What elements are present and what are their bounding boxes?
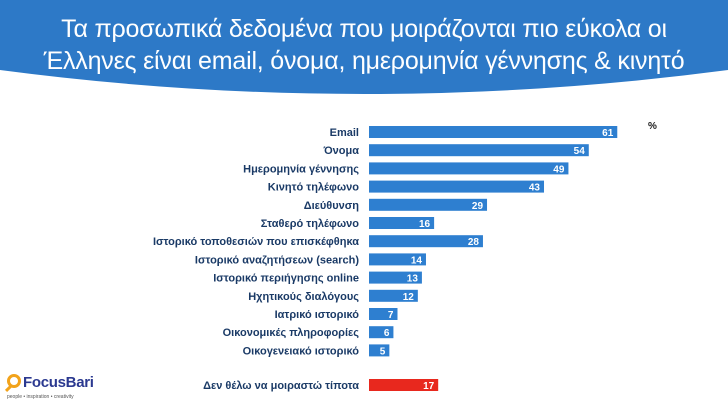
bar-value-label-3: 43 [529, 183, 541, 194]
bar-value-label-11: 6 [384, 328, 390, 339]
chart-title: Τα προσωπικά δεδομένα που μοιράζονται πι… [0, 13, 728, 77]
bar-chart: % Email 61 Όνομα 54 Ημερομηνία γέννησης 49 Κινη… [0, 96, 728, 412]
bar-category-label-0: Email [330, 127, 359, 139]
logo-name: FocusBari [23, 374, 94, 391]
bar-category-label-4: Διεύθυνση [304, 200, 360, 212]
bar-value-label-4: 29 [472, 201, 484, 212]
bar-bar-12 [369, 344, 390, 357]
bar-value-label-1: 54 [574, 146, 586, 157]
bar-bar-2 [369, 162, 569, 175]
bar-value-label-6: 28 [468, 237, 480, 248]
bar-value-label-2: 49 [553, 164, 565, 175]
bar-category-label-7: Ιστορικό αναζητήσεων (search) [195, 254, 359, 266]
bar-bar-4 [369, 198, 488, 211]
bar-bar-7 [369, 253, 426, 266]
extra-category-label-0: Δεν θέλω να μοιραστώ τίποτα [203, 380, 359, 392]
bar-value-label-9: 12 [403, 292, 415, 303]
bar-bar-6 [369, 235, 483, 248]
bar-value-label-0: 61 [602, 128, 614, 139]
bar-category-label-5: Σταθερό τηλέφωνο [261, 218, 360, 230]
bar-category-label-10: Ιατρικό ιστορικό [275, 309, 360, 321]
bar-bar-11 [369, 326, 394, 339]
unit-label: % [648, 121, 657, 132]
bar-value-label-7: 14 [411, 255, 423, 266]
banner-background [0, 0, 728, 96]
magnifier-icon [7, 374, 21, 388]
bar-bar-9 [369, 289, 418, 302]
bar-category-label-8: Ιστορικό περιήγησης online [213, 273, 359, 285]
bar-bar-8 [369, 271, 422, 284]
chart-title-line-2: Έλληνες είναι email, όνομα, ημερομηνία γ… [43, 47, 685, 75]
extra-value-label-0: 17 [423, 381, 435, 392]
bar-bar-5 [369, 217, 435, 229]
bar-chart-canvas: % Email 61 Όνομα 54 Ημερομηνία γέννησης 49 Κινη… [153, 121, 657, 392]
bar-bar-1 [369, 144, 589, 157]
magnifier-handle [4, 384, 13, 393]
logo-tagline: people • inspiration • creativity [7, 394, 74, 400]
title-banner: Τα προσωπικά δεδομένα που μοιράζονται πι… [0, 0, 728, 96]
bar-category-label-2: Ημερομηνία γέννησης [243, 163, 359, 175]
bar-bar-10 [369, 308, 398, 320]
bar-bar-0 [369, 126, 618, 138]
bar-bar-3 [369, 180, 545, 193]
bar-category-label-11: Οικονομικές πληροφορίες [223, 327, 360, 339]
bar-category-label-12: Οικογενειακό ιστορικό [243, 345, 360, 357]
extra-bar-0 [369, 379, 439, 391]
bar-value-label-5: 16 [419, 219, 431, 230]
bar-category-label-6: Ιστορικό τοποθεσιών που επισκέφθηκα [153, 236, 359, 248]
bar-category-label-9: Ηχητικούς διαλόγους [248, 291, 359, 303]
bar-value-label-8: 13 [407, 274, 419, 285]
bar-value-label-12: 5 [380, 346, 386, 357]
bar-category-label-1: Όνομα [323, 145, 360, 157]
focusbari-logo: FocusBari people • inspiration • creativ… [4, 372, 115, 406]
bar-category-label-3: Κινητό τηλέφωνο [268, 182, 360, 194]
chart-title-line-1: Τα προσωπικά δεδομένα που μοιράζονται πι… [61, 15, 667, 43]
bar-value-label-10: 7 [388, 310, 394, 321]
